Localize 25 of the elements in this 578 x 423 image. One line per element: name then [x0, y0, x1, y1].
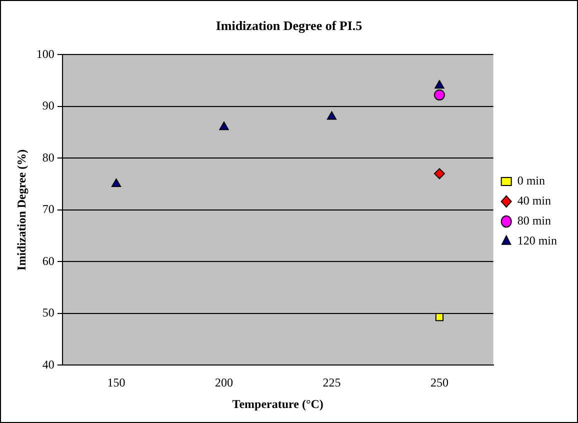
x-tick-label: 225 [322, 376, 341, 390]
y-tick-label: 100 [36, 46, 54, 61]
legend-label: 0 min [517, 174, 546, 188]
x-axis-title: Temperature (°C) [232, 396, 324, 411]
legend-label: 120 min [517, 234, 558, 248]
point [434, 168, 445, 180]
point [434, 80, 444, 89]
point [111, 178, 122, 188]
legend-label: 40 min [517, 194, 552, 208]
y-tick-label: 70 [42, 202, 54, 216]
y-tick-label: 40 [42, 357, 54, 372]
point [326, 111, 337, 120]
y-tick-label: 50 [42, 306, 54, 320]
point [434, 89, 445, 100]
legend-label: 80 min [517, 214, 552, 228]
point [435, 313, 444, 322]
point [219, 122, 229, 130]
y-tick-label: 80 [42, 150, 54, 164]
x-tick-label: 200 [215, 376, 233, 390]
y-axis-title: Imidization Degree (%) [14, 149, 28, 270]
y-tick-label: 60 [42, 254, 54, 268]
x-tick-label: 150 [107, 376, 126, 390]
x-tick-label: 250 [430, 376, 448, 390]
chart-title: Imidization Degree of PI.5 [216, 18, 363, 34]
y-tick-label: 90 [42, 98, 54, 113]
